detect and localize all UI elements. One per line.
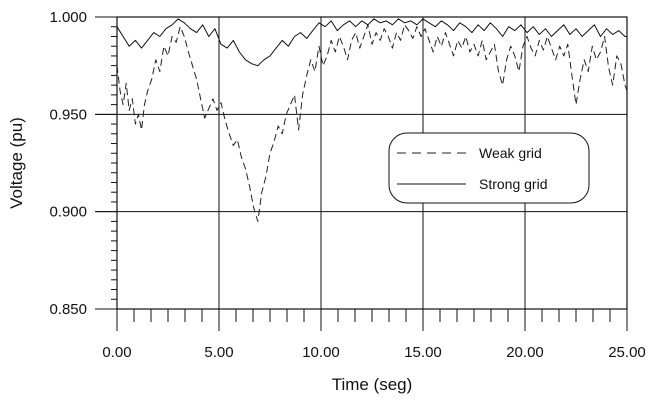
x-tick-labels: 0.00 5.00 10.00 15.00 20.00 25.00: [102, 344, 645, 361]
legend-label-strong-grid: Strong grid: [479, 176, 547, 192]
x-tick-label: 5.00: [204, 344, 233, 361]
y-tick-label: 0.900: [49, 204, 87, 221]
y-tick-label: 0.950: [49, 106, 87, 123]
series-line-strong-grid: [116, 18, 627, 67]
x-axis-title: Time (seg): [332, 375, 413, 394]
minor-ticks: [95, 16, 628, 331]
y-tick-labels: 0.850 0.900 0.950 1.000: [49, 9, 87, 318]
x-tick-label: 25.00: [608, 344, 646, 361]
y-tick-label: 0.850: [49, 301, 87, 318]
y-axis-title: Voltage (pu): [7, 117, 26, 209]
x-tick-label: 20.00: [506, 344, 544, 361]
legend: Weak grid Strong grid: [388, 132, 590, 204]
legend-box: [388, 132, 590, 204]
series-lines: [116, 18, 628, 222]
x-tick-label: 15.00: [404, 344, 442, 361]
x-tick-label: 10.00: [302, 344, 340, 361]
y-tick-label: 1.000: [49, 9, 87, 26]
x-tick-label: 0.00: [102, 344, 131, 361]
legend-label-weak-grid: Weak grid: [479, 145, 542, 161]
grid-lines: [117, 17, 627, 309]
